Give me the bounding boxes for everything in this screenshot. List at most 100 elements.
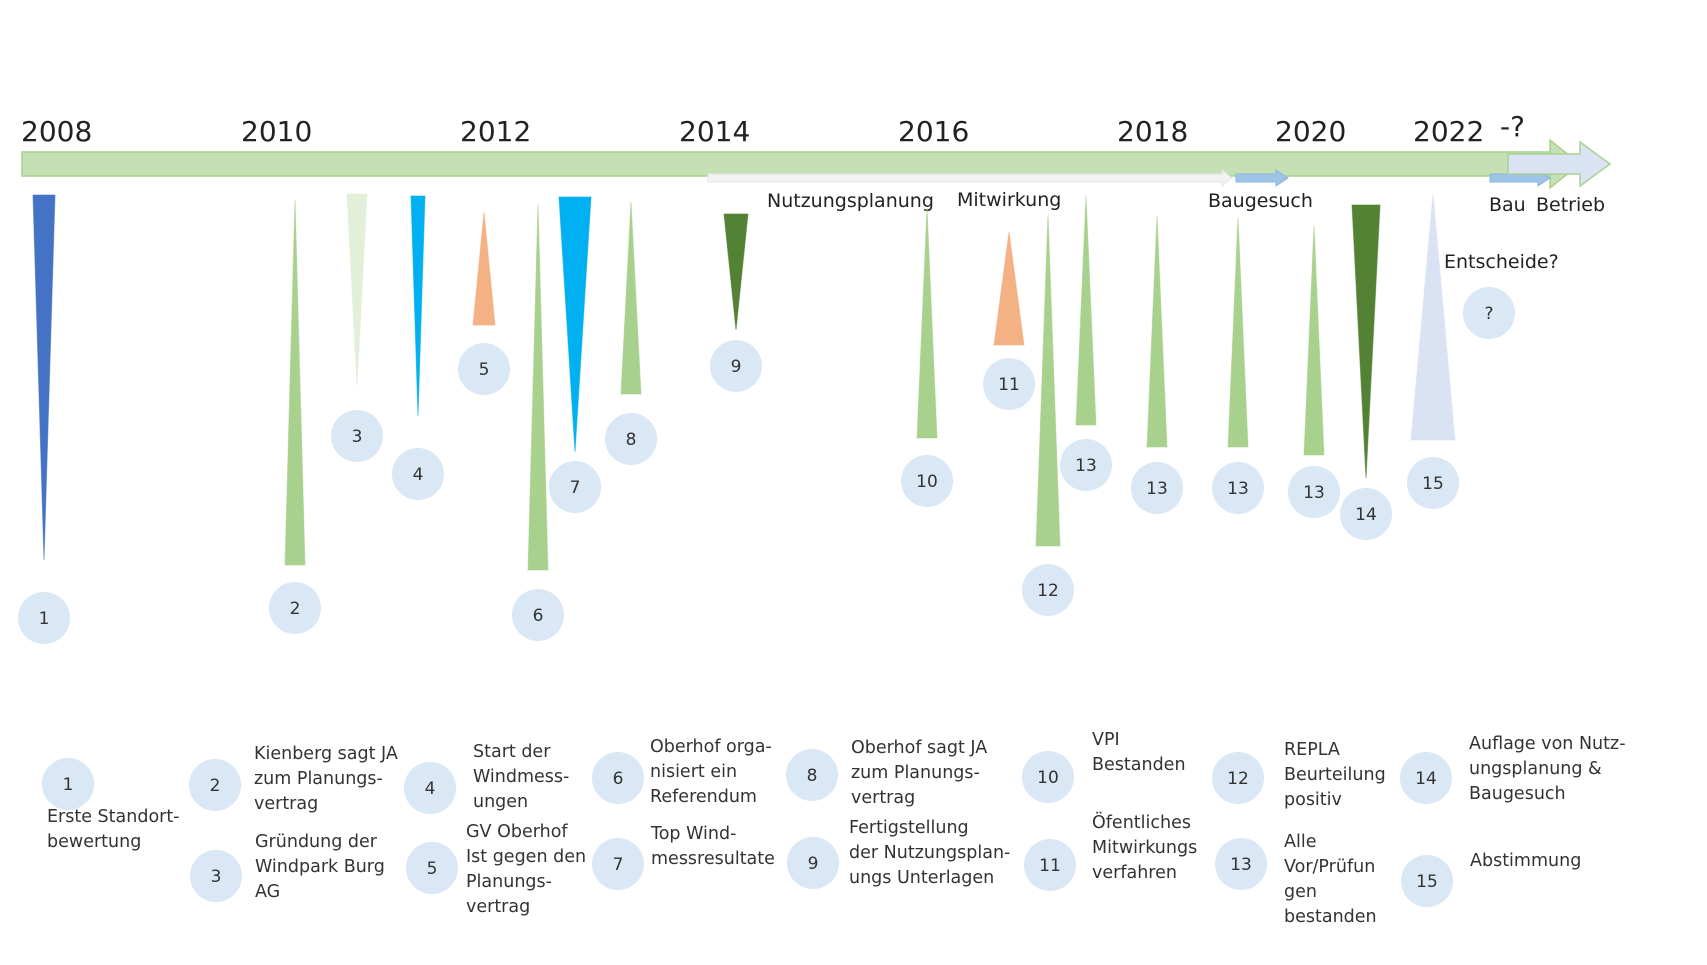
event-12-triangle <box>1035 214 1061 547</box>
event-6-triangle <box>527 203 549 571</box>
event-10-circle <box>901 455 953 507</box>
legend-9-text: Fertigstellung der Nutzungsplan- ungs Un… <box>849 818 1011 888</box>
event-15-circle <box>1407 457 1459 509</box>
event-?-number: ? <box>1484 304 1493 324</box>
nutzungsplanung-phase-arrow <box>707 168 1233 188</box>
event-7-number: 7 <box>570 478 581 498</box>
legend-8-circle <box>786 749 838 801</box>
event-5-triangle <box>472 211 496 326</box>
event-2-triangle <box>284 199 306 566</box>
legend-6-text: Oberhof orga- nisiert ein Referendum <box>650 737 772 807</box>
event-12-circle <box>1022 564 1074 616</box>
betrieb-phase-arrow <box>1507 140 1612 188</box>
legend-5-number: 5 <box>427 859 438 879</box>
event-2-number: 2 <box>290 599 301 619</box>
event-13-triangle <box>1075 195 1097 426</box>
legend-15-text: Abstimmung <box>1470 851 1582 871</box>
legend-7-number: 7 <box>613 855 624 875</box>
event-13-triangle <box>1146 215 1168 448</box>
phase-label-entscheide: Entscheide? <box>1444 251 1559 273</box>
event-13-circle <box>1131 462 1183 514</box>
phase-label-betrieb: Betrieb <box>1536 194 1605 216</box>
legend-11-circle <box>1024 839 1076 891</box>
event-13-triangle <box>1303 225 1325 456</box>
legend-14-circle <box>1400 752 1452 804</box>
event-14-circle <box>1340 488 1392 540</box>
legend-8-number: 8 <box>807 766 818 786</box>
event-9-triangle <box>723 213 749 331</box>
legend-3-circle <box>190 850 242 902</box>
legend-11-text: Öfentliches Mitwirkungs verfahren <box>1092 813 1198 883</box>
legend-13-text: Alle Vor/Prüfun gen bestanden <box>1284 832 1377 927</box>
year-label: 2020 <box>1275 115 1346 148</box>
event-2-circle <box>269 582 321 634</box>
year-label: 2016 <box>898 115 969 148</box>
legend-3-number: 3 <box>211 867 222 887</box>
event-3-circle <box>331 410 383 462</box>
legend-10-text: VPI Bestanden <box>1092 730 1186 775</box>
year-label: 2010 <box>241 115 312 148</box>
legend-2-circle <box>189 759 241 811</box>
legend-7-text: Top Wind- messresultate <box>651 824 775 869</box>
event-13-triangle <box>1227 217 1249 448</box>
legend-15-number: 15 <box>1416 872 1438 892</box>
year-label: 2018 <box>1117 115 1188 148</box>
event-13-circle <box>1288 466 1340 518</box>
legend-10-number: 10 <box>1037 768 1059 788</box>
legend-7-circle <box>592 838 644 890</box>
legend-12-number: 12 <box>1227 769 1249 789</box>
event-13-number: 13 <box>1303 483 1325 503</box>
legend-12-circle <box>1212 752 1264 804</box>
legend-14-text: Auflage von Nutz- ungsplanung & Baugesuc… <box>1469 734 1626 804</box>
legend-9-number: 9 <box>808 854 819 874</box>
event-1-triangle <box>32 194 56 561</box>
event-13-circle <box>1212 462 1264 514</box>
event-5-circle <box>458 343 510 395</box>
legend-1-number: 1 <box>63 775 74 795</box>
event-4-triangle <box>410 195 426 417</box>
legend-3-text: Gründung der Windpark Burg AG <box>255 832 385 902</box>
event-8-number: 8 <box>626 430 637 450</box>
event-3-number: 3 <box>352 427 363 447</box>
legend-1-text: Erste Standort- bewertung <box>47 807 180 852</box>
phase-label-baugesuch: Baugesuch <box>1208 190 1313 212</box>
legend-9-circle <box>787 837 839 889</box>
event-1-circle <box>18 592 70 644</box>
legend-4-number: 4 <box>425 779 436 799</box>
legend-15-circle <box>1401 855 1453 907</box>
event-13-circle <box>1060 439 1112 491</box>
event-13-number: 13 <box>1146 479 1168 499</box>
event-9-number: 9 <box>731 357 742 377</box>
legend-10-circle <box>1022 751 1074 803</box>
legend-2-number: 2 <box>210 776 221 796</box>
event-15-number: 15 <box>1422 474 1444 494</box>
year-label: -? <box>1500 110 1525 143</box>
legend-5-circle <box>406 842 458 894</box>
legend-8-text: Oberhof sagt JA zum Planungs- vertrag <box>851 738 988 808</box>
event-10-number: 10 <box>916 472 938 492</box>
event-15-triangle <box>1410 193 1456 441</box>
event-5-number: 5 <box>479 360 490 380</box>
phase-label-nutzungsplanung: Nutzungsplanung <box>767 190 934 212</box>
event-11-circle <box>983 358 1035 410</box>
legend-4-circle <box>404 762 456 814</box>
event-4-circle <box>392 448 444 500</box>
event-3-triangle <box>346 193 368 387</box>
event-8-circle <box>605 413 657 465</box>
legend-6-circle <box>592 752 644 804</box>
event-4-number: 4 <box>413 465 424 485</box>
event-?-circle <box>1463 287 1515 339</box>
event-7-triangle <box>558 196 592 453</box>
phase-label-mitwirkung: Mitwirkung <box>957 189 1061 211</box>
year-label: 2012 <box>460 115 531 148</box>
event-13-number: 13 <box>1075 456 1097 476</box>
year-label: 2014 <box>679 115 750 148</box>
legend-4-text: Start der Windmess- ungen <box>473 742 570 812</box>
legend-1-circle <box>42 758 94 810</box>
legend-6-number: 6 <box>613 769 624 789</box>
event-13-number: 13 <box>1227 479 1249 499</box>
event-11-triangle <box>993 231 1025 346</box>
event-1-number: 1 <box>39 609 50 629</box>
